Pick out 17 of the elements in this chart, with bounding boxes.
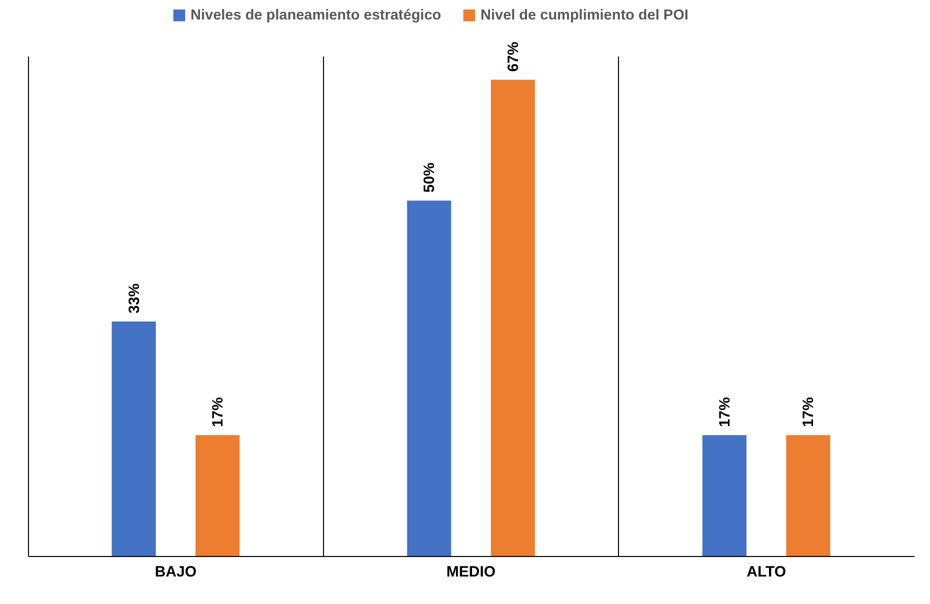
data-label: 17% — [210, 397, 227, 428]
bar — [702, 435, 746, 556]
x-tick-label: MEDIO — [446, 564, 496, 580]
bar — [112, 321, 156, 556]
bar — [786, 435, 830, 556]
data-label: 33% — [126, 283, 143, 314]
data-label: 50% — [421, 162, 438, 193]
x-tick-label: BAJO — [154, 564, 197, 580]
bar — [407, 200, 452, 556]
data-label: 17% — [716, 397, 734, 428]
data-label: 67% — [504, 42, 522, 72]
legend-label: Niveles de planeamiento estratégico — [190, 7, 442, 24]
bar — [196, 435, 240, 556]
bar — [490, 80, 535, 556]
legend-label: Nivel de cumplimiento del POI — [480, 7, 688, 24]
x-tick-label: ALTO — [746, 564, 786, 580]
data-label: 17% — [800, 397, 818, 428]
